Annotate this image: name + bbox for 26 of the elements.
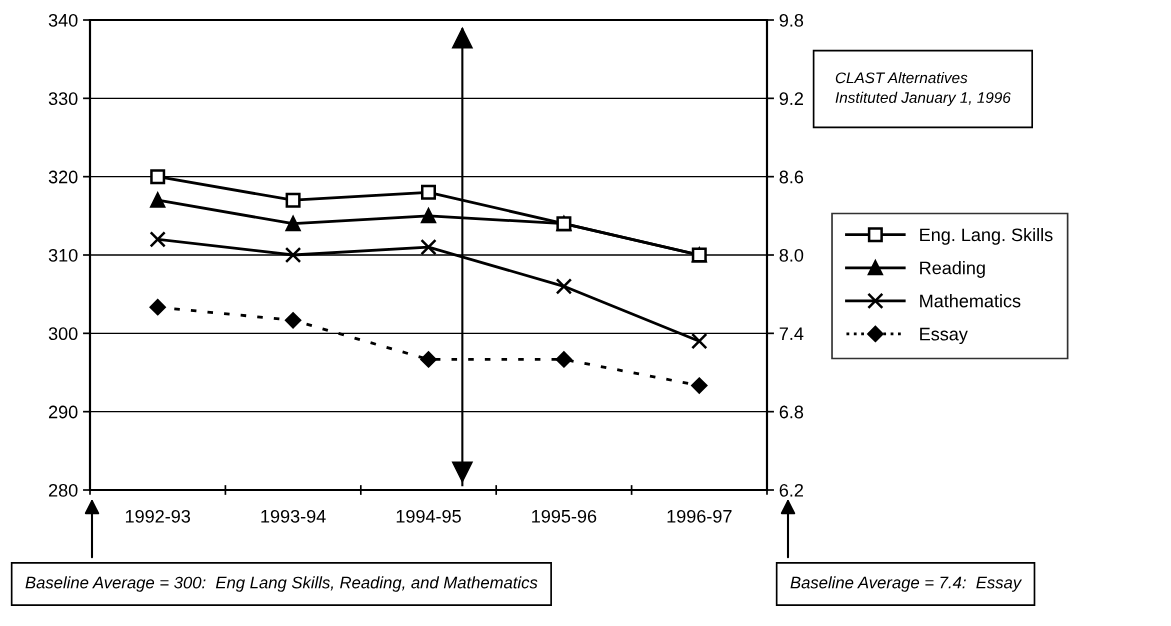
legend-label: Mathematics	[920, 294, 1021, 308]
y2-tick-label: 9.8	[779, 13, 804, 27]
x-tick-label: 1994-95	[396, 509, 461, 523]
y-tick-label: 320	[48, 170, 78, 184]
y2-tick-label: 8.0	[779, 248, 804, 262]
y-tick-label: 280	[48, 483, 78, 497]
legend-label: Essay	[920, 327, 968, 345]
y2-tick-label: 7.4	[779, 327, 804, 340]
legend-label: Reading	[920, 261, 985, 278]
y2-tick-label: 8.6	[779, 170, 804, 184]
x-tick-label: 1993-94	[261, 509, 326, 523]
y-tick-label: 300	[48, 327, 78, 341]
y2-tick-label: 9.2	[779, 92, 803, 106]
x-tick-label: 1992-93	[125, 509, 191, 523]
x-tick-label: 1996-97	[667, 509, 732, 523]
y-tick-label: 330	[48, 92, 78, 106]
y-tick-label: 290	[48, 405, 78, 419]
text: Baseline Average = 300: Eng Lang Skills, Reading, and Mathematics	[25, 576, 538, 592]
text: Baseline Average = 7.4: Essay	[790, 576, 1022, 592]
y-tick-label: 310	[48, 248, 78, 262]
y-tick-label: 340	[48, 13, 78, 27]
x-tick-label: 1995-96	[532, 509, 597, 523]
text: CLAST Alternatives Instituted January 1, 1996	[835, 71, 1011, 107]
y2-tick-label: 6.2	[779, 483, 803, 497]
legend-label: Eng. Lang. Skills	[920, 227, 1053, 245]
y2-tick-label: 6.8	[779, 405, 804, 419]
